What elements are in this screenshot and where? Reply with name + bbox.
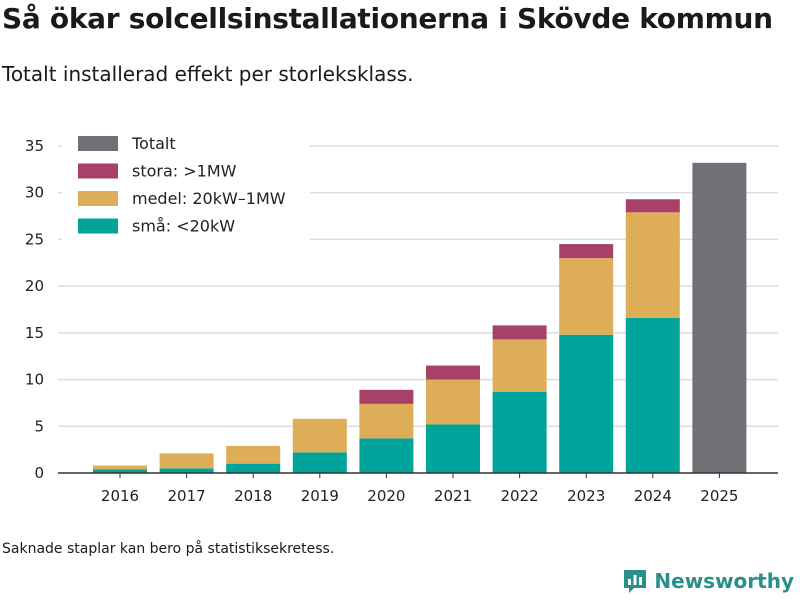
y-tick-label-20: 20 — [25, 277, 44, 295]
bar-medel-2018[interactable] — [226, 445, 281, 464]
bar-medel-2022[interactable] — [492, 339, 547, 392]
x-tick-label-2017: 2017 — [168, 487, 206, 505]
bar-stora-2021[interactable] — [426, 365, 480, 380]
footnote: Saknade staplar kan bero på statistiksek… — [2, 541, 335, 557]
brand-name: Newsworthy — [654, 569, 794, 593]
bar-sma-2020[interactable] — [359, 438, 414, 473]
legend-swatch-medel[interactable] — [78, 191, 118, 206]
chart-subtitle: Totalt installerad effekt per storlekskl… — [2, 62, 414, 86]
y-tick-label-10: 10 — [25, 371, 44, 389]
legend: Totalt stora: >1MW medel: 20kW–1MW små: <20… — [62, 128, 310, 244]
y-tick-label-25: 25 — [25, 230, 44, 248]
x-tick-label-2020: 2020 — [367, 487, 405, 505]
x-axis: 2016 2017 2018 2019 2020 2021 2022 2023 2024 2025 — [58, 472, 778, 505]
legend-swatch-totalt[interactable] — [78, 136, 118, 151]
newsworthy-logo-icon — [624, 570, 647, 593]
legend-label-totalt[interactable]: Totalt — [131, 134, 176, 153]
x-tick-label-2023: 2023 — [567, 487, 605, 505]
bar-sma-2016[interactable] — [93, 469, 147, 473]
bar-medel-2016[interactable] — [93, 465, 147, 470]
bar-sma-2019[interactable] — [292, 452, 347, 473]
y-tick-label-0: 0 — [34, 464, 44, 482]
x-tick-label-2024: 2024 — [634, 487, 672, 505]
x-tick-label-2019: 2019 — [301, 487, 339, 505]
brand[interactable]: Newsworthy — [622, 568, 794, 594]
bar-stora-2020[interactable] — [359, 389, 414, 404]
bars — [93, 162, 747, 473]
bar-sma-2018[interactable] — [226, 463, 281, 473]
bar-stora-2022[interactable] — [492, 325, 547, 340]
bar-sma-2024[interactable] — [625, 317, 680, 473]
legend-swatch-stora[interactable] — [78, 163, 118, 179]
bar-totalt-2025[interactable] — [692, 162, 747, 473]
bar-stora-2024[interactable] — [625, 199, 680, 213]
x-tick-label-2022: 2022 — [501, 487, 539, 505]
bar-medel-2017[interactable] — [159, 453, 214, 469]
x-tick-label-2025: 2025 — [700, 487, 738, 505]
bar-sma-2021[interactable] — [426, 424, 480, 473]
x-tick-label-2016: 2016 — [101, 487, 139, 505]
bar-medel-2019[interactable] — [292, 418, 347, 453]
y-axis: 0 5 10 15 20 25 30 35 — [25, 137, 44, 482]
y-tick-label-35: 35 — [25, 137, 44, 155]
legend-label-stora[interactable]: stora: >1MW — [132, 162, 237, 181]
bar-medel-2020[interactable] — [359, 403, 414, 439]
bar-medel-2021[interactable] — [426, 379, 480, 425]
legend-label-medel[interactable]: medel: 20kW–1MW — [132, 189, 286, 208]
bar-sma-2017[interactable] — [159, 468, 214, 473]
x-tick-label-2018: 2018 — [234, 487, 272, 505]
legend-swatch-sma[interactable] — [78, 218, 118, 234]
y-tick-label-30: 30 — [25, 184, 44, 202]
chart-title: Så ökar solcellsinstallationerna i Skövd… — [2, 2, 773, 35]
x-tick-label-2021: 2021 — [434, 487, 472, 505]
bar-medel-2023[interactable] — [559, 258, 614, 335]
legend-label-sma[interactable]: små: <20kW — [132, 217, 235, 236]
bar-medel-2024[interactable] — [625, 212, 680, 318]
bar-sma-2022[interactable] — [492, 391, 547, 473]
bar-sma-2023[interactable] — [559, 334, 614, 473]
bar-stora-2023[interactable] — [559, 244, 614, 259]
y-tick-label-5: 5 — [34, 417, 44, 435]
y-tick-label-15: 15 — [25, 324, 44, 342]
